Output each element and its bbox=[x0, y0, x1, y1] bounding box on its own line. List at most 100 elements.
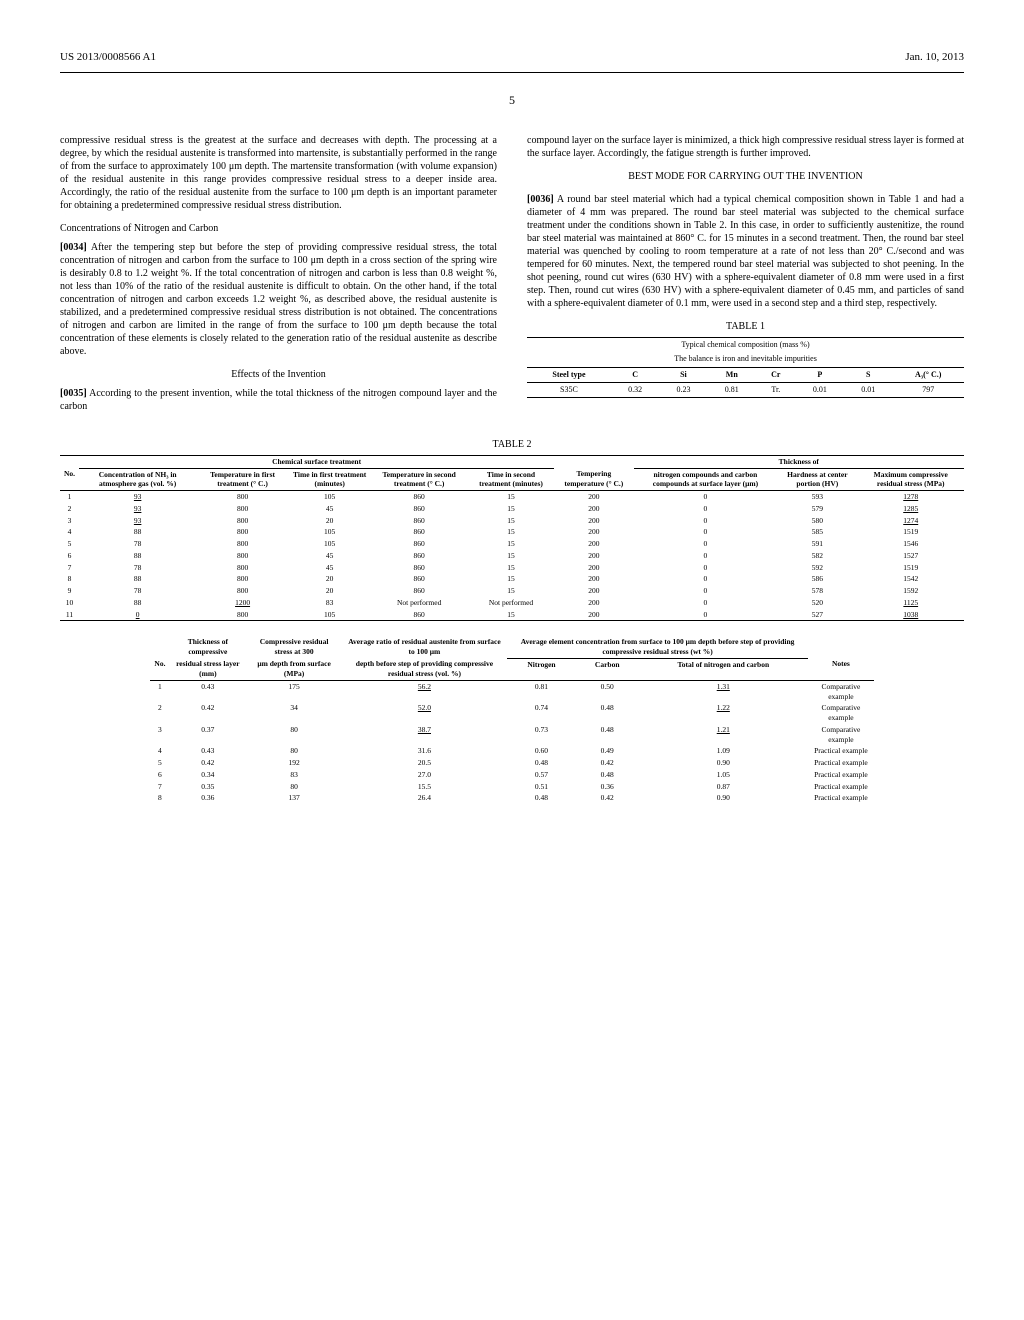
page-header: US 2013/0008566 A1 Jan. 10, 2013 bbox=[60, 50, 964, 64]
table2b-cell: 0.42 bbox=[576, 792, 638, 804]
t2b-h3top: Average ratio of residual austenite from… bbox=[342, 636, 507, 658]
table2-cell: 593 bbox=[777, 491, 857, 503]
table2-cell: 800 bbox=[196, 585, 289, 597]
table1-header-cell: Steel type bbox=[527, 367, 611, 382]
left-column: compressive residual stress is the great… bbox=[60, 134, 497, 423]
table2b-cell: 20.5 bbox=[342, 757, 507, 769]
table2b-cell: 4 bbox=[150, 745, 169, 757]
table2-cell: 200 bbox=[554, 550, 633, 562]
table2-cell: 800 bbox=[196, 503, 289, 515]
table2-cell: 520 bbox=[777, 597, 857, 609]
table2-cell: 800 bbox=[196, 515, 289, 527]
table2-cell: 15 bbox=[468, 538, 554, 550]
table2-cell: 15 bbox=[468, 503, 554, 515]
table2-cell: 200 bbox=[554, 609, 633, 621]
t2b-group: Average element concentration from surfa… bbox=[507, 636, 808, 658]
table2-cell: 1038 bbox=[857, 609, 964, 621]
table2-cell: 0 bbox=[79, 609, 196, 621]
table2-body: 1938001058601520005931278293800458601520… bbox=[60, 491, 964, 621]
table2b-cell: 15.5 bbox=[342, 781, 507, 793]
table2b-cell: 27.0 bbox=[342, 769, 507, 781]
table2-cell: 105 bbox=[289, 526, 371, 538]
table2-cell: 1519 bbox=[857, 562, 964, 574]
t2b-h4: Nitrogen bbox=[507, 658, 576, 680]
table2-cell: 1125 bbox=[857, 597, 964, 609]
table2b-cell: 0.48 bbox=[507, 757, 576, 769]
table2b-cell: Comparative example bbox=[808, 680, 873, 702]
doc-date: Jan. 10, 2013 bbox=[905, 50, 964, 64]
table-row: 5788001058601520005911546 bbox=[60, 538, 964, 550]
table2b-cell: 7 bbox=[150, 781, 169, 793]
table2-cell: 93 bbox=[79, 491, 196, 503]
header-rule bbox=[60, 72, 964, 73]
t2b-h2top: Compressive residual stress at 300 bbox=[246, 636, 342, 658]
t2b-h3: depth before step of providing compressi… bbox=[342, 658, 507, 680]
table2-cell: 88 bbox=[79, 526, 196, 538]
table2-cell: 15 bbox=[468, 609, 554, 621]
table2-cell: 860 bbox=[370, 503, 467, 515]
table2-cell: 15 bbox=[468, 573, 554, 585]
table2-cell: 6 bbox=[60, 550, 79, 562]
table2-cell: 800 bbox=[196, 550, 289, 562]
table1-headers: Steel typeCSiMnCrPSA₃(° C.) bbox=[527, 367, 964, 382]
table2-cell: Not performed bbox=[468, 597, 554, 609]
table1-row: S35C0.320.230.81Tr.0.010.01797 bbox=[527, 383, 964, 398]
table2-cell: 7 bbox=[60, 562, 79, 574]
table2b-cell: 0.87 bbox=[638, 781, 808, 793]
table2b-cell: 1.31 bbox=[638, 680, 808, 702]
table2-headers: No.Concentration of NH₃ in atmosphere ga… bbox=[60, 468, 964, 491]
table2b-cell: 2 bbox=[150, 702, 169, 724]
table1-cell: S35C bbox=[527, 383, 611, 398]
table2b-cell: 0.51 bbox=[507, 781, 576, 793]
table2-cell: 800 bbox=[196, 609, 289, 621]
table2-cell: 578 bbox=[777, 585, 857, 597]
para-r2: [0036] A round bar steel material which … bbox=[527, 193, 964, 310]
table2-cell: 586 bbox=[777, 573, 857, 585]
table2-cell: 15 bbox=[468, 550, 554, 562]
table2-cell: 860 bbox=[370, 573, 467, 585]
table2b-cell: 0.90 bbox=[638, 792, 808, 804]
table2b-body: 10.4317556.20.810.501.31Comparative exam… bbox=[150, 680, 873, 804]
table-row: 393800208601520005801274 bbox=[60, 515, 964, 527]
table2b-cell: 0.48 bbox=[576, 769, 638, 781]
table2-cell: 8 bbox=[60, 573, 79, 585]
para-2-text: After the tempering step but before the … bbox=[60, 242, 497, 357]
table1-header-cell: Mn bbox=[708, 367, 756, 382]
table-row: 70.358015.50.510.360.87Practical example bbox=[150, 781, 873, 793]
table2b-cell: 0.74 bbox=[507, 702, 576, 724]
table2-cell: 860 bbox=[370, 585, 467, 597]
table2-cell: 592 bbox=[777, 562, 857, 574]
t2b-h1: residual stress layer (mm) bbox=[169, 658, 246, 680]
table2-cell: 1527 bbox=[857, 550, 964, 562]
table2-cell: 0 bbox=[634, 585, 778, 597]
table2-header-cell: Concentration of NH₃ in atmosphere gas (… bbox=[79, 468, 196, 491]
table2-header-cell: Time in first treatment (minutes) bbox=[289, 468, 371, 491]
table2b-cell: Practical example bbox=[808, 781, 873, 793]
table2-cell: 88 bbox=[79, 597, 196, 609]
table2b-cell: 8 bbox=[150, 792, 169, 804]
table1-header-cell: A₃(° C.) bbox=[892, 367, 964, 382]
table2-cell: 200 bbox=[554, 491, 633, 503]
table2-cell: 800 bbox=[196, 538, 289, 550]
table2-cell: 800 bbox=[196, 491, 289, 503]
para-2: [0034] After the tempering step but befo… bbox=[60, 241, 497, 358]
table-row: 30.378038.70.730.481.21Comparative examp… bbox=[150, 724, 873, 746]
table-2b: Thickness of compressive Compressive res… bbox=[150, 636, 873, 804]
table2b-cell: Practical example bbox=[808, 792, 873, 804]
table2b-cell: Practical example bbox=[808, 745, 873, 757]
table-row: 10.4317556.20.810.501.31Comparative exam… bbox=[150, 680, 873, 702]
table2b-cell: 26.4 bbox=[342, 792, 507, 804]
table-row: 40.438031.60.600.491.09Practical example bbox=[150, 745, 873, 757]
table2b-cell: 0.50 bbox=[576, 680, 638, 702]
table2-cell: 860 bbox=[370, 550, 467, 562]
table-row: 688800458601520005821527 bbox=[60, 550, 964, 562]
table-1: Typical chemical composition (mass %) Th… bbox=[527, 337, 964, 399]
table2-cell: 800 bbox=[196, 573, 289, 585]
table2-cell: 78 bbox=[79, 562, 196, 574]
table2b-cell: 80 bbox=[246, 724, 342, 746]
para-num: [0036] bbox=[527, 194, 554, 205]
t2b-h1top: Thickness of compressive bbox=[169, 636, 246, 658]
table1-header-cell: P bbox=[796, 367, 844, 382]
table1-cell: 0.01 bbox=[796, 383, 844, 398]
section-title-bestmode: BEST MODE FOR CARRYING OUT THE INVENTION bbox=[527, 170, 964, 183]
